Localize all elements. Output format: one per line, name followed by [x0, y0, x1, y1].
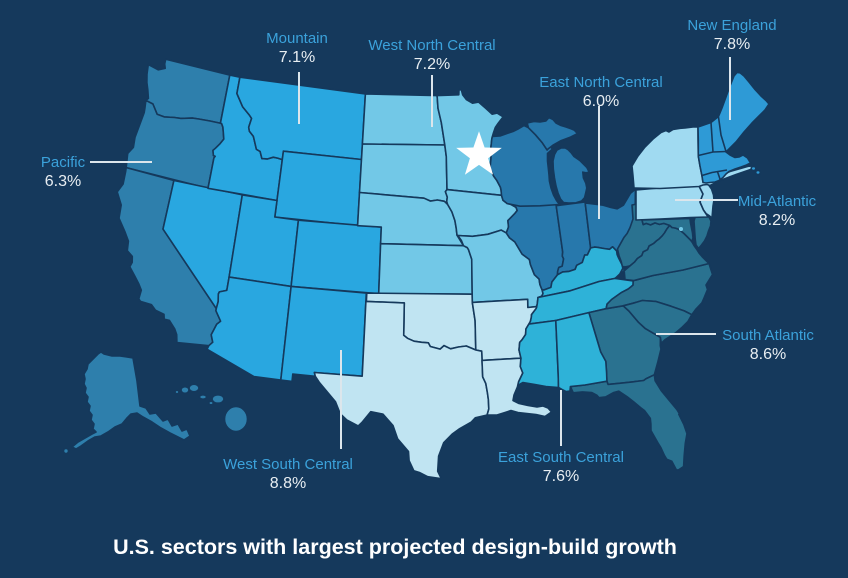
- svg-text:East South Central: East South Central: [498, 449, 624, 466]
- svg-text:West North Central: West North Central: [368, 37, 495, 54]
- svg-text:8.8%: 8.8%: [270, 475, 306, 492]
- svg-text:East North Central: East North Central: [539, 74, 662, 91]
- svg-text:7.8%: 7.8%: [714, 36, 750, 53]
- svg-text:6.3%: 6.3%: [45, 173, 81, 190]
- svg-text:8.6%: 8.6%: [750, 346, 786, 363]
- svg-text:7.6%: 7.6%: [543, 468, 579, 485]
- svg-text:6.0%: 6.0%: [583, 93, 619, 110]
- svg-text:U.S. sectors with largest proj: U.S. sectors with largest projected desi…: [113, 535, 677, 559]
- svg-text:7.1%: 7.1%: [279, 49, 315, 66]
- svg-text:Mountain: Mountain: [266, 30, 328, 47]
- svg-text:Mid-Atlantic: Mid-Atlantic: [738, 193, 817, 210]
- svg-text:7.2%: 7.2%: [414, 56, 450, 73]
- svg-text:South Atlantic: South Atlantic: [722, 327, 814, 344]
- svg-text:West South Central: West South Central: [223, 456, 353, 473]
- svg-text:New England: New England: [687, 17, 776, 34]
- svg-text:Pacific: Pacific: [41, 154, 86, 171]
- svg-text:8.2%: 8.2%: [759, 212, 795, 229]
